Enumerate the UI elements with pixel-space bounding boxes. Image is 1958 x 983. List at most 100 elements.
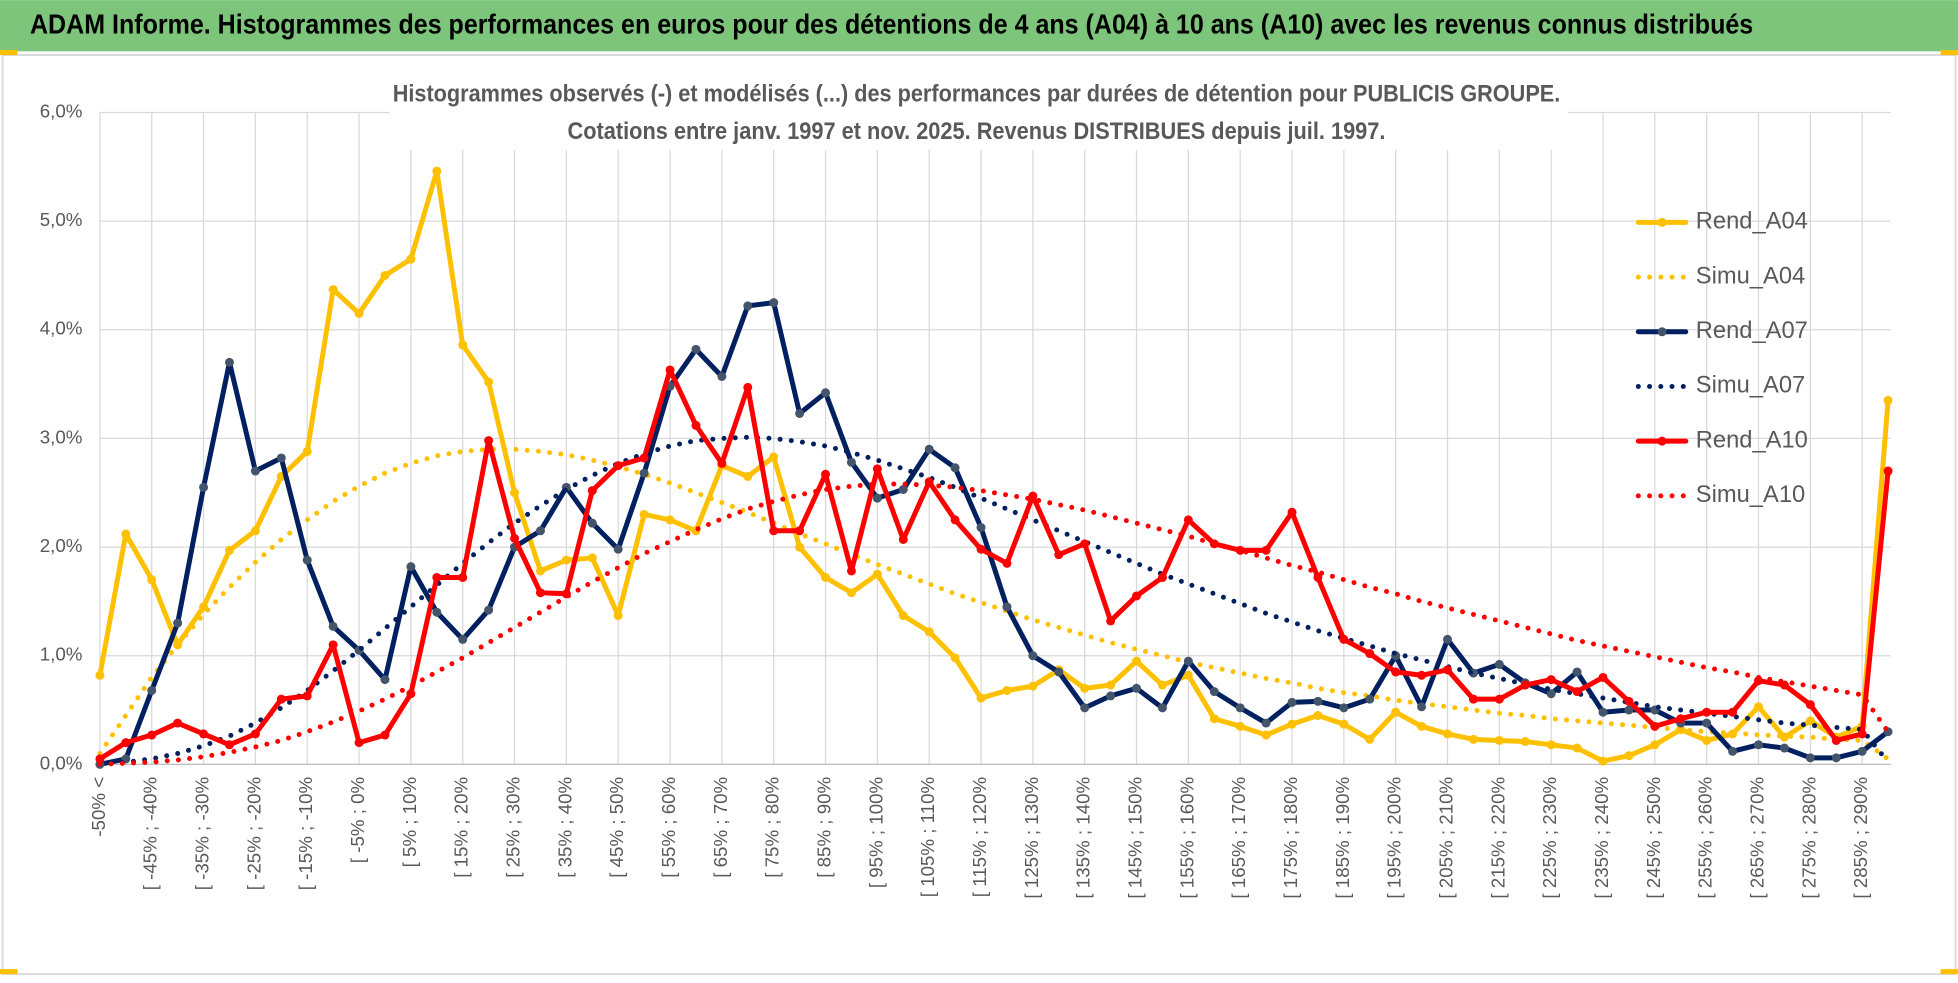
corner-mark — [0, 50, 18, 56]
chart-subtitle: Cotations entre janv. 1997 et nov. 2025.… — [568, 119, 1386, 145]
marker — [1157, 680, 1167, 690]
marker — [1624, 705, 1634, 715]
x-tick-label: [ 185% ; 190% — [1332, 777, 1353, 899]
model-line — [97, 434, 1891, 767]
marker — [846, 566, 856, 576]
marker — [250, 729, 260, 739]
y-tick-label: 0,0% — [40, 752, 83, 773]
x-tick-label: [ 235% ; 240% — [1591, 777, 1612, 899]
observed-line — [97, 367, 1891, 762]
x-tick-label: [ 205% ; 210% — [1435, 777, 1456, 899]
marker — [1728, 746, 1738, 756]
x-tick-label: [ 25% ; 30% — [503, 777, 524, 878]
marker — [1494, 694, 1504, 704]
marker — [1106, 680, 1116, 690]
marker — [1598, 672, 1608, 682]
marker — [1702, 707, 1712, 717]
corner-mark — [1940, 50, 1958, 56]
marker — [1779, 743, 1789, 753]
marker — [1443, 634, 1453, 644]
marker — [1598, 756, 1608, 766]
marker — [1883, 395, 1893, 405]
marker — [1546, 740, 1556, 750]
marker — [1598, 707, 1608, 717]
x-tick-label: [ 215% ; 220% — [1487, 777, 1508, 899]
corner-mark — [0, 969, 18, 975]
legend-marker — [1657, 217, 1667, 227]
legend-label: Simu_A07 — [1696, 373, 1805, 399]
marker — [1494, 735, 1504, 745]
marker — [950, 653, 960, 663]
marker — [1132, 591, 1142, 601]
marker — [769, 298, 779, 308]
marker — [924, 627, 934, 637]
marker — [224, 357, 234, 367]
marker — [1753, 702, 1763, 712]
marker — [1805, 753, 1815, 763]
marker — [1365, 649, 1375, 659]
marker — [1106, 691, 1116, 701]
marker — [302, 446, 312, 456]
y-tick-label: 3,0% — [40, 426, 83, 447]
marker — [1805, 700, 1815, 710]
x-tick-label: [ -15% ; -10% — [295, 777, 316, 890]
marker — [95, 754, 105, 764]
y-tick-label: 4,0% — [40, 318, 83, 339]
marker — [1572, 667, 1582, 677]
marker — [1339, 703, 1349, 713]
marker — [976, 544, 986, 554]
marker — [1209, 687, 1219, 697]
marker — [1753, 740, 1763, 750]
marker — [1831, 735, 1841, 745]
x-tick-label: [ 115% ; 120% — [969, 777, 990, 897]
marker — [1520, 737, 1530, 747]
x-tick-label: [ 105% ; 110% — [917, 777, 938, 897]
marker — [1857, 729, 1867, 739]
marker — [639, 453, 649, 463]
marker — [1183, 670, 1193, 680]
x-tick-label: [ 65% ; 70% — [710, 777, 731, 878]
marker — [1028, 681, 1038, 691]
marker — [1468, 694, 1478, 704]
marker — [1080, 539, 1090, 549]
marker — [587, 486, 597, 496]
marker — [665, 365, 675, 375]
marker — [1417, 702, 1427, 712]
marker — [1857, 746, 1867, 756]
marker — [328, 640, 338, 650]
marker — [976, 523, 986, 533]
marker — [224, 545, 234, 555]
marker — [535, 526, 545, 536]
marker — [1831, 753, 1841, 763]
x-tick-label: [ 125% ; 130% — [1021, 777, 1042, 899]
marker — [665, 515, 675, 525]
marker — [1702, 718, 1712, 728]
legend-marker — [1657, 327, 1667, 337]
marker — [510, 488, 520, 498]
x-tick-label: -50% < — [88, 777, 109, 837]
marker — [147, 685, 157, 695]
marker — [1546, 689, 1556, 699]
x-tick-label: [ -5% ; 0% — [347, 777, 368, 863]
marker — [898, 534, 908, 544]
marker — [1494, 659, 1504, 669]
x-tick-label: [ 225% ; 230% — [1539, 777, 1560, 899]
model-line — [97, 481, 1891, 767]
marker — [406, 689, 416, 699]
marker — [1132, 656, 1142, 666]
banner-bar — [0, 0, 1958, 52]
marker — [1235, 721, 1245, 731]
marker — [484, 436, 494, 446]
marker — [95, 670, 105, 680]
marker — [1365, 734, 1375, 744]
marker — [1261, 545, 1271, 555]
marker — [924, 444, 934, 454]
marker — [1054, 667, 1064, 677]
marker — [821, 469, 831, 479]
marker — [1702, 735, 1712, 745]
marker — [406, 254, 416, 264]
marker — [121, 738, 131, 748]
marker — [1132, 683, 1142, 693]
marker — [458, 340, 468, 350]
